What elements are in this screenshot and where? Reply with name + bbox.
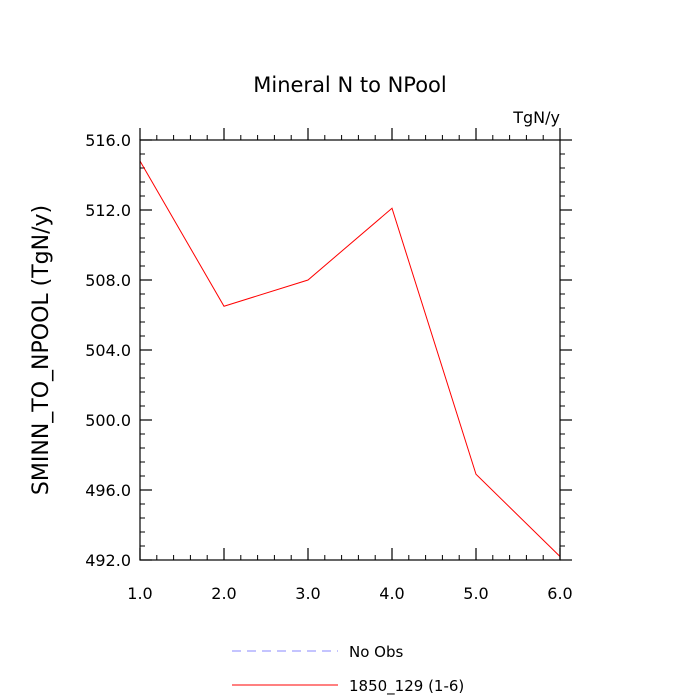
x-tick-label: 2.0 — [211, 584, 236, 603]
chart-title: Mineral N to NPool — [253, 73, 447, 97]
y-tick-labels: 492.0 496.0 500.0 504.0 508.0 512.0 516.0 — [85, 131, 131, 570]
x-tick-label: 4.0 — [379, 584, 404, 603]
series-layer — [139, 160, 561, 557]
y-tick-label: 496.0 — [85, 481, 131, 500]
series-line — [139, 160, 561, 557]
units-label: TgN/y — [512, 108, 560, 127]
x-tick-label: 5.0 — [463, 584, 488, 603]
y-tick-label: 504.0 — [85, 341, 131, 360]
legend: No Obs 1850_129 (1-6) — [232, 643, 464, 696]
y-tick-label: 508.0 — [85, 271, 131, 290]
x-tick-label: 1.0 — [127, 584, 152, 603]
x-tick-labels: 1.0 2.0 3.0 4.0 5.0 6.0 — [127, 584, 572, 603]
major-ticks — [139, 128, 572, 561]
minor-ticks — [139, 135, 565, 561]
y-axis-label: SMINN_TO_NPOOL (TgN/y) — [29, 205, 54, 495]
plot-frame — [139, 139, 561, 561]
y-tick-label: 516.0 — [85, 131, 131, 150]
y-tick-label: 500.0 — [85, 411, 131, 430]
legend-label: No Obs — [349, 643, 403, 661]
y-tick-label: 492.0 — [85, 551, 131, 570]
y-tick-label: 512.0 — [85, 201, 131, 220]
legend-label: 1850_129 (1-6) — [349, 677, 464, 696]
x-tick-label: 6.0 — [547, 584, 572, 603]
x-tick-label: 3.0 — [295, 584, 320, 603]
